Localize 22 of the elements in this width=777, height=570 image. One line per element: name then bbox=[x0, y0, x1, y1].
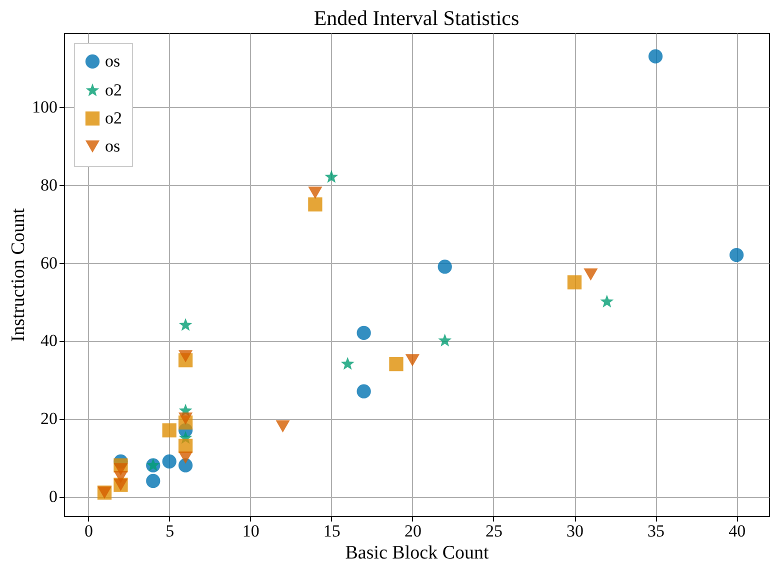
x-tick-label: 25 bbox=[485, 522, 502, 540]
y-tick-label: 60 bbox=[40, 253, 58, 272]
x-tick-label: 40 bbox=[728, 522, 746, 540]
y-tick-label: 0 bbox=[49, 487, 58, 506]
x-tick-label: 5 bbox=[166, 522, 174, 540]
legend-label: os bbox=[105, 136, 120, 156]
x-axis-title: Basic Block Count bbox=[345, 542, 490, 564]
y-tick-label: 20 bbox=[40, 409, 58, 428]
x-tick-label: 30 bbox=[566, 522, 584, 540]
chart-title: Ended Interval Statistics bbox=[314, 6, 520, 30]
x-tick-label: 0 bbox=[84, 522, 94, 540]
x-tick-label: 20 bbox=[404, 522, 422, 540]
y-tick-label: 40 bbox=[40, 331, 58, 350]
y-tick-label: 80 bbox=[40, 175, 58, 194]
legend-label: o2 bbox=[105, 108, 122, 128]
legend-label: os bbox=[105, 52, 120, 70]
x-tick-label: 10 bbox=[242, 522, 260, 540]
y-axis-title: Instruction Count bbox=[8, 208, 29, 342]
legend-label: o2 bbox=[105, 80, 122, 100]
y-tick-label: 100 bbox=[32, 98, 58, 117]
x-tick-label: 35 bbox=[648, 522, 665, 540]
x-tick-label: 15 bbox=[323, 522, 340, 540]
